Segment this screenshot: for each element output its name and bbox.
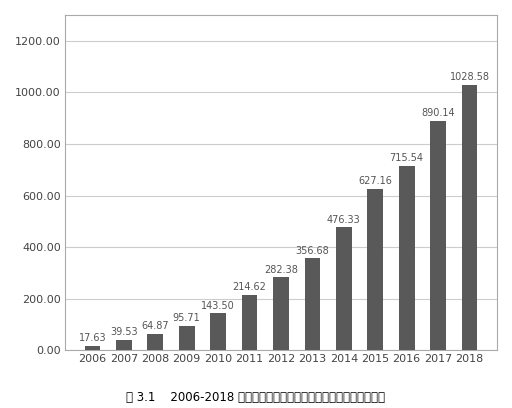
Text: 1028.58: 1028.58 — [450, 73, 489, 82]
Bar — [368, 188, 383, 350]
Bar — [116, 340, 132, 350]
Text: 356.68: 356.68 — [295, 246, 329, 256]
Text: 64.87: 64.87 — [141, 321, 169, 331]
Text: 476.33: 476.33 — [327, 215, 360, 225]
Text: 143.50: 143.50 — [201, 301, 235, 310]
Bar — [84, 346, 100, 350]
Bar — [305, 258, 320, 350]
Text: 214.62: 214.62 — [232, 282, 266, 293]
Text: 715.54: 715.54 — [390, 153, 423, 163]
Bar — [430, 121, 446, 350]
Bar — [210, 313, 226, 350]
Text: 39.53: 39.53 — [110, 328, 138, 337]
Bar — [273, 277, 289, 350]
Bar — [462, 85, 477, 350]
Bar — [399, 166, 415, 350]
Text: 282.38: 282.38 — [264, 265, 298, 275]
Text: 17.63: 17.63 — [79, 333, 106, 343]
Bar — [179, 326, 195, 350]
Bar — [147, 334, 163, 350]
Bar — [336, 227, 352, 350]
Text: 627.16: 627.16 — [358, 176, 392, 186]
Text: 890.14: 890.14 — [421, 108, 455, 118]
Text: 图 3.1    2006-2018 年中国对东盟直接投资存量表（单位：亿美元）: 图 3.1 2006-2018 年中国对东盟直接投资存量表（单位：亿美元） — [126, 391, 386, 404]
Bar — [242, 295, 258, 350]
Text: 95.71: 95.71 — [173, 313, 201, 323]
